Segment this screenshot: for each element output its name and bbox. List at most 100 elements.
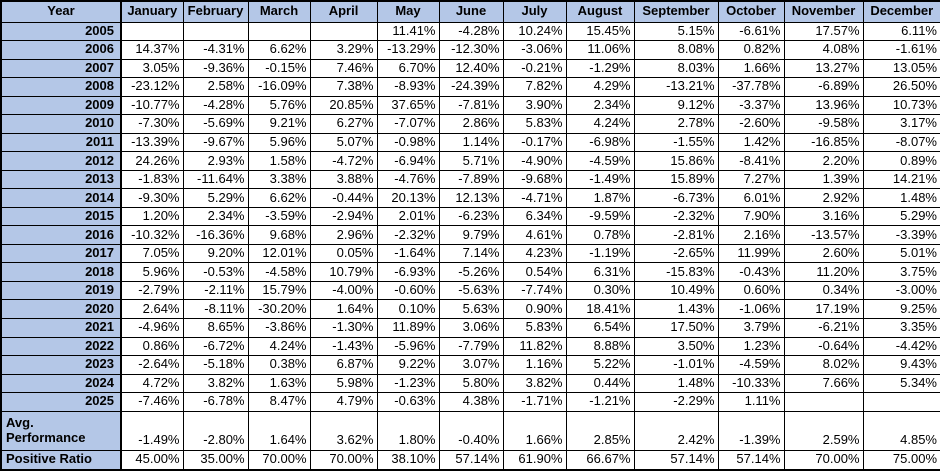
- value-cell[interactable]: [862, 392, 940, 412]
- value-cell[interactable]: 7.27%: [717, 169, 785, 190]
- value-cell[interactable]: 2.58%: [182, 77, 249, 97]
- value-cell[interactable]: 13.27%: [783, 58, 864, 79]
- value-cell[interactable]: 15.45%: [565, 21, 635, 42]
- value-cell[interactable]: -4.42%: [862, 336, 940, 357]
- value-cell[interactable]: -4.00%: [309, 280, 378, 301]
- value-cell[interactable]: -9.36%: [182, 58, 249, 79]
- column-header-year[interactable]: Year: [0, 0, 122, 23]
- value-cell[interactable]: -9.30%: [120, 188, 184, 208]
- summary-value-cell[interactable]: -1.39%: [717, 410, 785, 451]
- year-cell[interactable]: 2021: [0, 318, 122, 338]
- value-cell[interactable]: 1.48%: [633, 373, 719, 394]
- column-header-january[interactable]: January: [120, 0, 184, 23]
- value-cell[interactable]: -6.61%: [717, 21, 785, 42]
- value-cell[interactable]: 1.11%: [717, 392, 785, 412]
- value-cell[interactable]: 3.29%: [309, 40, 378, 60]
- value-cell[interactable]: -8.11%: [182, 299, 249, 319]
- value-cell[interactable]: -0.21%: [502, 58, 567, 79]
- value-cell[interactable]: 2.64%: [120, 299, 184, 319]
- column-header-june[interactable]: June: [438, 0, 504, 23]
- value-cell[interactable]: -5.63%: [438, 280, 504, 301]
- value-cell[interactable]: -13.21%: [633, 77, 719, 97]
- value-cell[interactable]: 11.20%: [783, 262, 864, 282]
- value-cell[interactable]: -13.39%: [120, 132, 184, 153]
- value-cell[interactable]: 3.17%: [862, 114, 940, 134]
- value-cell[interactable]: 0.60%: [717, 280, 785, 301]
- value-cell[interactable]: -3.59%: [247, 206, 311, 227]
- value-cell[interactable]: 5.63%: [438, 299, 504, 319]
- value-cell[interactable]: -4.28%: [182, 95, 249, 116]
- value-cell[interactable]: -13.29%: [376, 40, 440, 60]
- value-cell[interactable]: 3.16%: [783, 206, 864, 227]
- value-cell[interactable]: -6.23%: [438, 206, 504, 227]
- value-cell[interactable]: -6.94%: [376, 151, 440, 171]
- column-header-february[interactable]: February: [182, 0, 249, 23]
- value-cell[interactable]: -9.59%: [565, 206, 635, 227]
- year-cell[interactable]: 2019: [0, 280, 122, 301]
- summary-value-cell[interactable]: 2.42%: [633, 410, 719, 451]
- column-header-march[interactable]: March: [247, 0, 311, 23]
- value-cell[interactable]: 7.05%: [120, 243, 184, 264]
- summary-value-cell[interactable]: 57.14%: [633, 449, 719, 471]
- value-cell[interactable]: -7.81%: [438, 95, 504, 116]
- value-cell[interactable]: 4.08%: [783, 40, 864, 60]
- summary-value-cell[interactable]: 4.85%: [862, 410, 940, 451]
- value-cell[interactable]: 24.26%: [120, 151, 184, 171]
- value-cell[interactable]: 3.82%: [502, 373, 567, 394]
- value-cell[interactable]: 8.03%: [633, 58, 719, 79]
- value-cell[interactable]: 5.98%: [309, 373, 378, 394]
- value-cell[interactable]: 1.20%: [120, 206, 184, 227]
- value-cell[interactable]: -1.49%: [565, 169, 635, 190]
- value-cell[interactable]: 9.12%: [633, 95, 719, 116]
- year-cell[interactable]: 2015: [0, 206, 122, 227]
- value-cell[interactable]: 7.46%: [309, 58, 378, 79]
- value-cell[interactable]: -7.07%: [376, 114, 440, 134]
- value-cell[interactable]: 9.79%: [438, 225, 504, 245]
- value-cell[interactable]: 5.83%: [502, 114, 567, 134]
- year-cell[interactable]: 2022: [0, 336, 122, 357]
- value-cell[interactable]: -10.33%: [717, 373, 785, 394]
- value-cell[interactable]: 12.13%: [438, 188, 504, 208]
- value-cell[interactable]: -6.72%: [182, 336, 249, 357]
- value-cell[interactable]: 9.22%: [376, 355, 440, 375]
- value-cell[interactable]: -24.39%: [438, 77, 504, 97]
- summary-value-cell[interactable]: 38.10%: [376, 449, 440, 471]
- year-cell[interactable]: 2018: [0, 262, 122, 282]
- value-cell[interactable]: 2.96%: [309, 225, 378, 245]
- value-cell[interactable]: 10.73%: [862, 95, 940, 116]
- value-cell[interactable]: -37.78%: [717, 77, 785, 97]
- summary-value-cell[interactable]: 3.62%: [309, 410, 378, 451]
- summary-label[interactable]: Positive Ratio: [0, 449, 122, 471]
- value-cell[interactable]: 2.60%: [783, 243, 864, 264]
- value-cell[interactable]: 2.20%: [783, 151, 864, 171]
- value-cell[interactable]: 6.31%: [565, 262, 635, 282]
- value-cell[interactable]: -1.01%: [633, 355, 719, 375]
- value-cell[interactable]: 3.05%: [120, 58, 184, 79]
- value-cell[interactable]: 9.68%: [247, 225, 311, 245]
- value-cell[interactable]: -10.32%: [120, 225, 184, 245]
- value-cell[interactable]: 2.92%: [783, 188, 864, 208]
- value-cell[interactable]: 0.54%: [502, 262, 567, 282]
- value-cell[interactable]: 6.54%: [565, 318, 635, 338]
- value-cell[interactable]: -0.64%: [783, 336, 864, 357]
- value-cell[interactable]: -15.83%: [633, 262, 719, 282]
- year-cell[interactable]: 2017: [0, 243, 122, 264]
- value-cell[interactable]: 8.88%: [565, 336, 635, 357]
- value-cell[interactable]: -7.79%: [438, 336, 504, 357]
- value-cell[interactable]: -0.60%: [376, 280, 440, 301]
- value-cell[interactable]: -6.89%: [783, 77, 864, 97]
- summary-value-cell[interactable]: 45.00%: [120, 449, 184, 471]
- summary-value-cell[interactable]: 57.14%: [438, 449, 504, 471]
- value-cell[interactable]: -7.89%: [438, 169, 504, 190]
- value-cell[interactable]: 11.06%: [565, 40, 635, 60]
- value-cell[interactable]: -1.23%: [376, 373, 440, 394]
- summary-value-cell[interactable]: 70.00%: [309, 449, 378, 471]
- value-cell[interactable]: -13.57%: [783, 225, 864, 245]
- value-cell[interactable]: 3.38%: [247, 169, 311, 190]
- value-cell[interactable]: [309, 21, 378, 42]
- value-cell[interactable]: 6.34%: [502, 206, 567, 227]
- value-cell[interactable]: 8.65%: [182, 318, 249, 338]
- value-cell[interactable]: -3.00%: [862, 280, 940, 301]
- value-cell[interactable]: 6.70%: [376, 58, 440, 79]
- value-cell[interactable]: 4.24%: [565, 114, 635, 134]
